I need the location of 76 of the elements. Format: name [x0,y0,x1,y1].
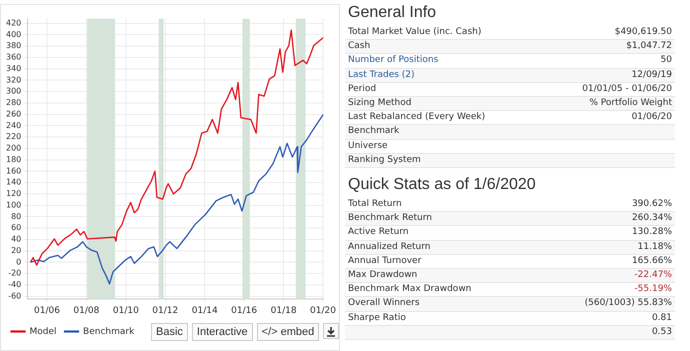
y-tick-label: 20 [11,246,22,255]
text: Annual Turnover [348,254,422,268]
text: Number of Positions [348,54,438,68]
text: Period [348,82,376,96]
y-tick-label: -20 [8,268,22,278]
y-tick-label: 340 [6,64,22,73]
y-tick-label: 0 [16,257,22,266]
text: </> embed [256,323,320,341]
x-tick-label: 01/06 [34,306,60,316]
y-tick-label: 100 [6,200,22,210]
text: -55.19% [634,283,672,296]
text: 0.81 [652,312,672,324]
y-tick-label: 260 [6,109,22,118]
text: Total Market Value (inc. Cash) [348,26,482,39]
text: Benchmark Max Drawdown [348,283,472,296]
y-tick-label: -60 [8,291,22,300]
text: % Portfolio Weight [589,96,672,110]
y-tick-label: 280 [6,98,22,108]
x-tick-label: 01/16 [231,306,258,316]
text: Last Trades (2) [348,68,415,82]
x-tick-label: 01/20 [310,306,336,316]
y-tick-label: 420 [6,18,22,28]
y-tick-label: 120 [6,189,22,198]
y-tick-label: 40 [11,234,22,244]
y-tick-label: -40 [8,280,22,290]
text: 11.18% [638,240,672,254]
text: 50 [660,54,672,68]
y-tick-label: 400 [6,30,22,39]
y-tick-label: 240 [6,120,22,130]
text: Sizing Method [348,96,412,110]
x-tick-label: 01/08 [73,306,100,316]
text: Ranking System [348,154,421,167]
x-tick-label: 01/18 [270,306,297,316]
text: Benchmark Return [348,212,432,226]
text: Last Rebalanced (Every Week) [348,111,486,124]
text: Active Return [348,226,409,240]
text: General Info [348,4,438,22]
text: Universe [348,140,388,152]
text: 260.34% [632,212,672,226]
y-tick-label: 60 [11,223,22,232]
text: Total Return [348,198,402,211]
text: Benchmark [348,125,400,138]
text: 390.62% [632,198,672,211]
text: (560/1003) 55.83% [584,297,672,310]
y-tick-label: 140 [6,178,22,187]
text: $1,047.72 [626,40,672,54]
text: 01/06/20 [632,111,672,124]
text: Sharpe Ratio [348,312,406,324]
y-tick-label: 80 [11,212,22,221]
text: 0.53 [652,326,672,339]
text: Quick Stats as of 1/6/2020 [348,176,537,194]
text: 165.66% [632,254,672,268]
x-tick-label: 01/10 [112,306,140,316]
y-tick-label: 180 [6,154,22,164]
text: -22.47% [634,268,672,282]
text: 12/09/19 [632,68,672,82]
legend-label: Benchmark [83,326,136,337]
text: Basic [151,323,188,341]
x-tick-label: 01/14 [192,306,218,316]
y-tick-label: 200 [6,144,22,153]
y-tick-label: 360 [6,52,22,62]
y-tick-label: 380 [6,41,22,50]
text: Cash [348,40,370,54]
text: Max Drawdown [348,268,418,282]
y-tick-label: 320 [6,75,22,84]
text: 130.28% [632,226,672,240]
text: 01/01/05 - 01/06/20 [582,82,672,96]
x-tick-label: 01/12 [152,306,178,316]
text: Overall Winners [348,297,420,310]
y-tick-label: 160 [6,166,22,176]
y-tick-label: 300 [6,86,22,96]
text: Interactive [192,323,253,341]
y-tick-label: 220 [6,132,22,142]
text: Annualized Return [348,240,430,254]
legend-label: Model [30,326,57,337]
text: $490,619.50 [614,26,672,39]
